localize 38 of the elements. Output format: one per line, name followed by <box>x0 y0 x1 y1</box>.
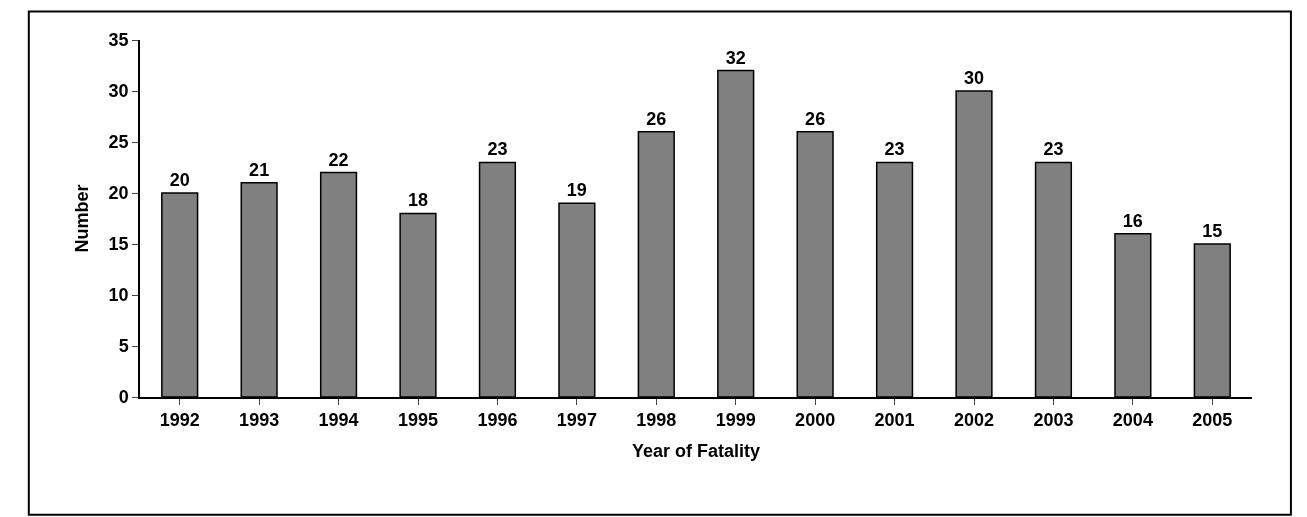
y-tick-label: 5 <box>118 336 129 357</box>
x-tick-label: 1998 <box>636 410 677 431</box>
data-label: 20 <box>169 170 190 190</box>
x-tick-label: 2005 <box>1192 410 1233 431</box>
x-tick-label: 1993 <box>239 410 280 431</box>
x-tick-label: 2004 <box>1112 410 1153 431</box>
x-axis-title: Year of Fatality <box>631 440 761 461</box>
data-label: 22 <box>328 149 349 170</box>
x-tick-label: 2002 <box>953 410 995 431</box>
x-tick-label: 2000 <box>795 410 836 431</box>
x-tick-label: 2001 <box>874 410 915 431</box>
y-tick-label: 20 <box>108 183 129 204</box>
data-label: 21 <box>249 159 270 180</box>
data-label: 26 <box>646 108 667 129</box>
x-tick-label: 1995 <box>397 410 439 431</box>
data-label: 26 <box>805 108 826 129</box>
data-label: 18 <box>407 190 429 211</box>
x-tick-label: 1999 <box>715 410 756 431</box>
data-label: 19 <box>566 180 587 201</box>
y-tick-label: 0 <box>118 387 129 408</box>
data-label: 23 <box>487 139 508 160</box>
y-tick-label: 35 <box>108 30 129 51</box>
x-tick-label: 1996 <box>477 410 518 431</box>
x-tick-label: 1997 <box>556 410 597 431</box>
x-tick-label: 2003 <box>1033 410 1074 431</box>
data-label: 23 <box>884 139 905 160</box>
y-tick-label: 30 <box>108 81 129 102</box>
x-tick-label: 1994 <box>318 410 359 431</box>
y-tick-label: 10 <box>108 285 129 306</box>
data-label: 23 <box>1043 139 1064 160</box>
data-label: 32 <box>725 47 746 68</box>
x-tick-label: 1992 <box>159 410 200 431</box>
data-label: 30 <box>963 68 985 88</box>
y-axis-title: Number <box>72 184 93 253</box>
data-label: 16 <box>1122 210 1143 231</box>
data-label: 15 <box>1202 221 1223 241</box>
y-tick-label: 15 <box>108 234 129 255</box>
y-tick-label: 25 <box>108 132 129 153</box>
